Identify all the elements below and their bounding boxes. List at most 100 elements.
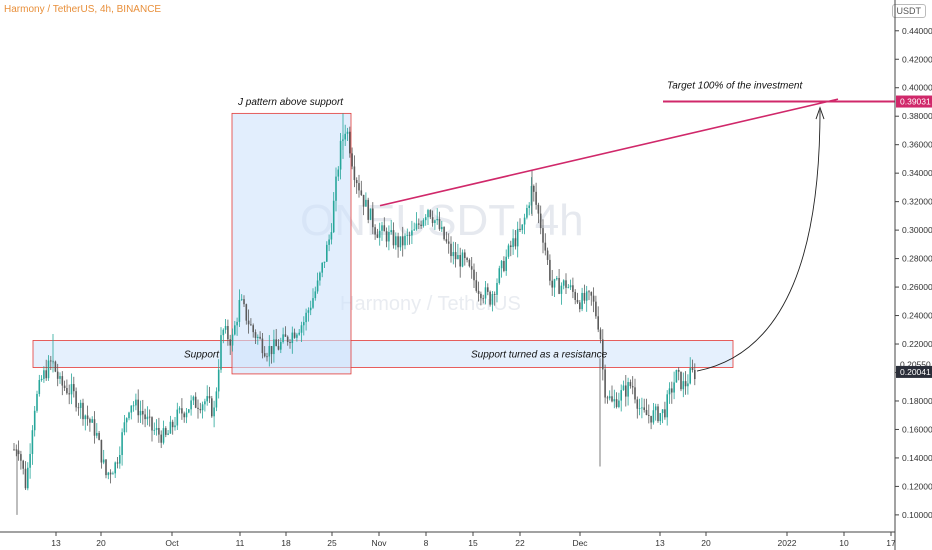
- candle-body: [312, 298, 314, 308]
- candle-body: [358, 183, 360, 191]
- candle-body: [583, 292, 586, 301]
- candle-body: [452, 252, 455, 257]
- candle-body: [611, 396, 613, 402]
- candle-body: [528, 205, 530, 208]
- candle-body: [238, 299, 241, 322]
- candle-body: [199, 408, 202, 411]
- candle-body: [567, 287, 570, 289]
- candle-body: [289, 342, 291, 344]
- candle-body: [31, 430, 34, 454]
- candle-body: [457, 255, 459, 260]
- candle-body: [98, 432, 100, 440]
- candle-body: [114, 462, 116, 474]
- candle-body: [93, 419, 96, 436]
- candle-body: [86, 415, 89, 420]
- candle-body: [169, 421, 172, 434]
- candle-body: [326, 244, 328, 262]
- candle-body: [266, 356, 268, 358]
- candle-body: [20, 454, 22, 461]
- candle-body: [197, 407, 199, 409]
- candle-body: [684, 381, 687, 387]
- candle-body: [50, 360, 52, 362]
- candle-body: [360, 190, 363, 195]
- candle-body: [411, 230, 413, 236]
- candle-body: [263, 353, 266, 357]
- candle-body: [351, 153, 353, 167]
- candle-body: [447, 241, 450, 244]
- candle-body: [335, 176, 337, 201]
- candle-body: [70, 384, 73, 395]
- candle-body: [100, 439, 103, 463]
- candle-body: [581, 292, 583, 310]
- candle-body: [434, 220, 436, 223]
- candle-body: [625, 385, 627, 397]
- candle-body: [556, 277, 558, 280]
- candle-body: [590, 292, 593, 296]
- candle-body: [500, 260, 503, 269]
- candle-body: [675, 369, 678, 383]
- candle-body: [572, 285, 574, 292]
- currency-selector[interactable]: USDT: [891, 4, 926, 18]
- candle-body: [507, 245, 510, 257]
- candle-body: [346, 131, 349, 134]
- candle-body: [638, 408, 641, 409]
- watermark-name: Harmony / TetherUS: [340, 293, 521, 315]
- candle-body: [82, 402, 84, 420]
- candle-body: [535, 191, 537, 205]
- x-tick-label: 20: [701, 538, 711, 548]
- candle-body: [337, 169, 340, 177]
- x-tick-label: 13: [51, 538, 61, 548]
- candle-body: [128, 412, 130, 419]
- candle-body: [183, 413, 185, 418]
- x-tick-label: 11: [236, 538, 245, 548]
- candle-body: [47, 360, 50, 379]
- candle-body: [470, 266, 473, 270]
- candle-body: [353, 166, 356, 181]
- candle-body: [142, 410, 144, 415]
- candle-body: [178, 408, 181, 410]
- candle-body: [282, 334, 284, 342]
- candle-body: [270, 346, 273, 355]
- candle-body: [546, 250, 549, 260]
- candle-body: [153, 429, 156, 431]
- candle-body: [613, 399, 616, 402]
- candle-body: [240, 299, 243, 300]
- candle-body: [691, 368, 694, 370]
- candle-body: [234, 325, 236, 335]
- candle-body: [544, 242, 547, 251]
- candle-body: [415, 223, 418, 230]
- candle-body: [29, 453, 31, 468]
- candle-body: [151, 417, 153, 431]
- candle-body: [261, 338, 264, 354]
- candle-body: [510, 245, 512, 248]
- candle-body: [66, 388, 68, 394]
- y-tick-label: 0.22000: [902, 339, 932, 349]
- candle-body: [316, 280, 319, 292]
- candle-body: [487, 287, 489, 292]
- price-tag-box: [896, 95, 932, 108]
- candle-body: [119, 455, 121, 464]
- candle-body: [512, 238, 514, 248]
- candle-body: [254, 332, 257, 339]
- candle-body: [305, 312, 307, 323]
- candle-body: [599, 329, 602, 340]
- candle-body: [413, 229, 415, 231]
- candle-body: [109, 472, 112, 475]
- candle-body: [268, 346, 271, 357]
- candle-body: [636, 399, 639, 409]
- x-tick-label: Oct: [165, 538, 179, 548]
- x-tick-label: 20: [96, 538, 106, 548]
- candle-body: [257, 336, 259, 339]
- candle-body: [59, 376, 61, 379]
- candle-body: [372, 208, 374, 228]
- candle-body: [588, 291, 590, 293]
- candle-body: [220, 335, 222, 370]
- candle-body: [125, 418, 128, 423]
- candle-body: [36, 393, 38, 411]
- price-tag-label: 0.39031: [900, 97, 931, 107]
- candle-body: [652, 410, 655, 423]
- candle-body: [443, 226, 445, 240]
- candle-body: [155, 427, 158, 430]
- x-tick-label: 10: [839, 538, 849, 548]
